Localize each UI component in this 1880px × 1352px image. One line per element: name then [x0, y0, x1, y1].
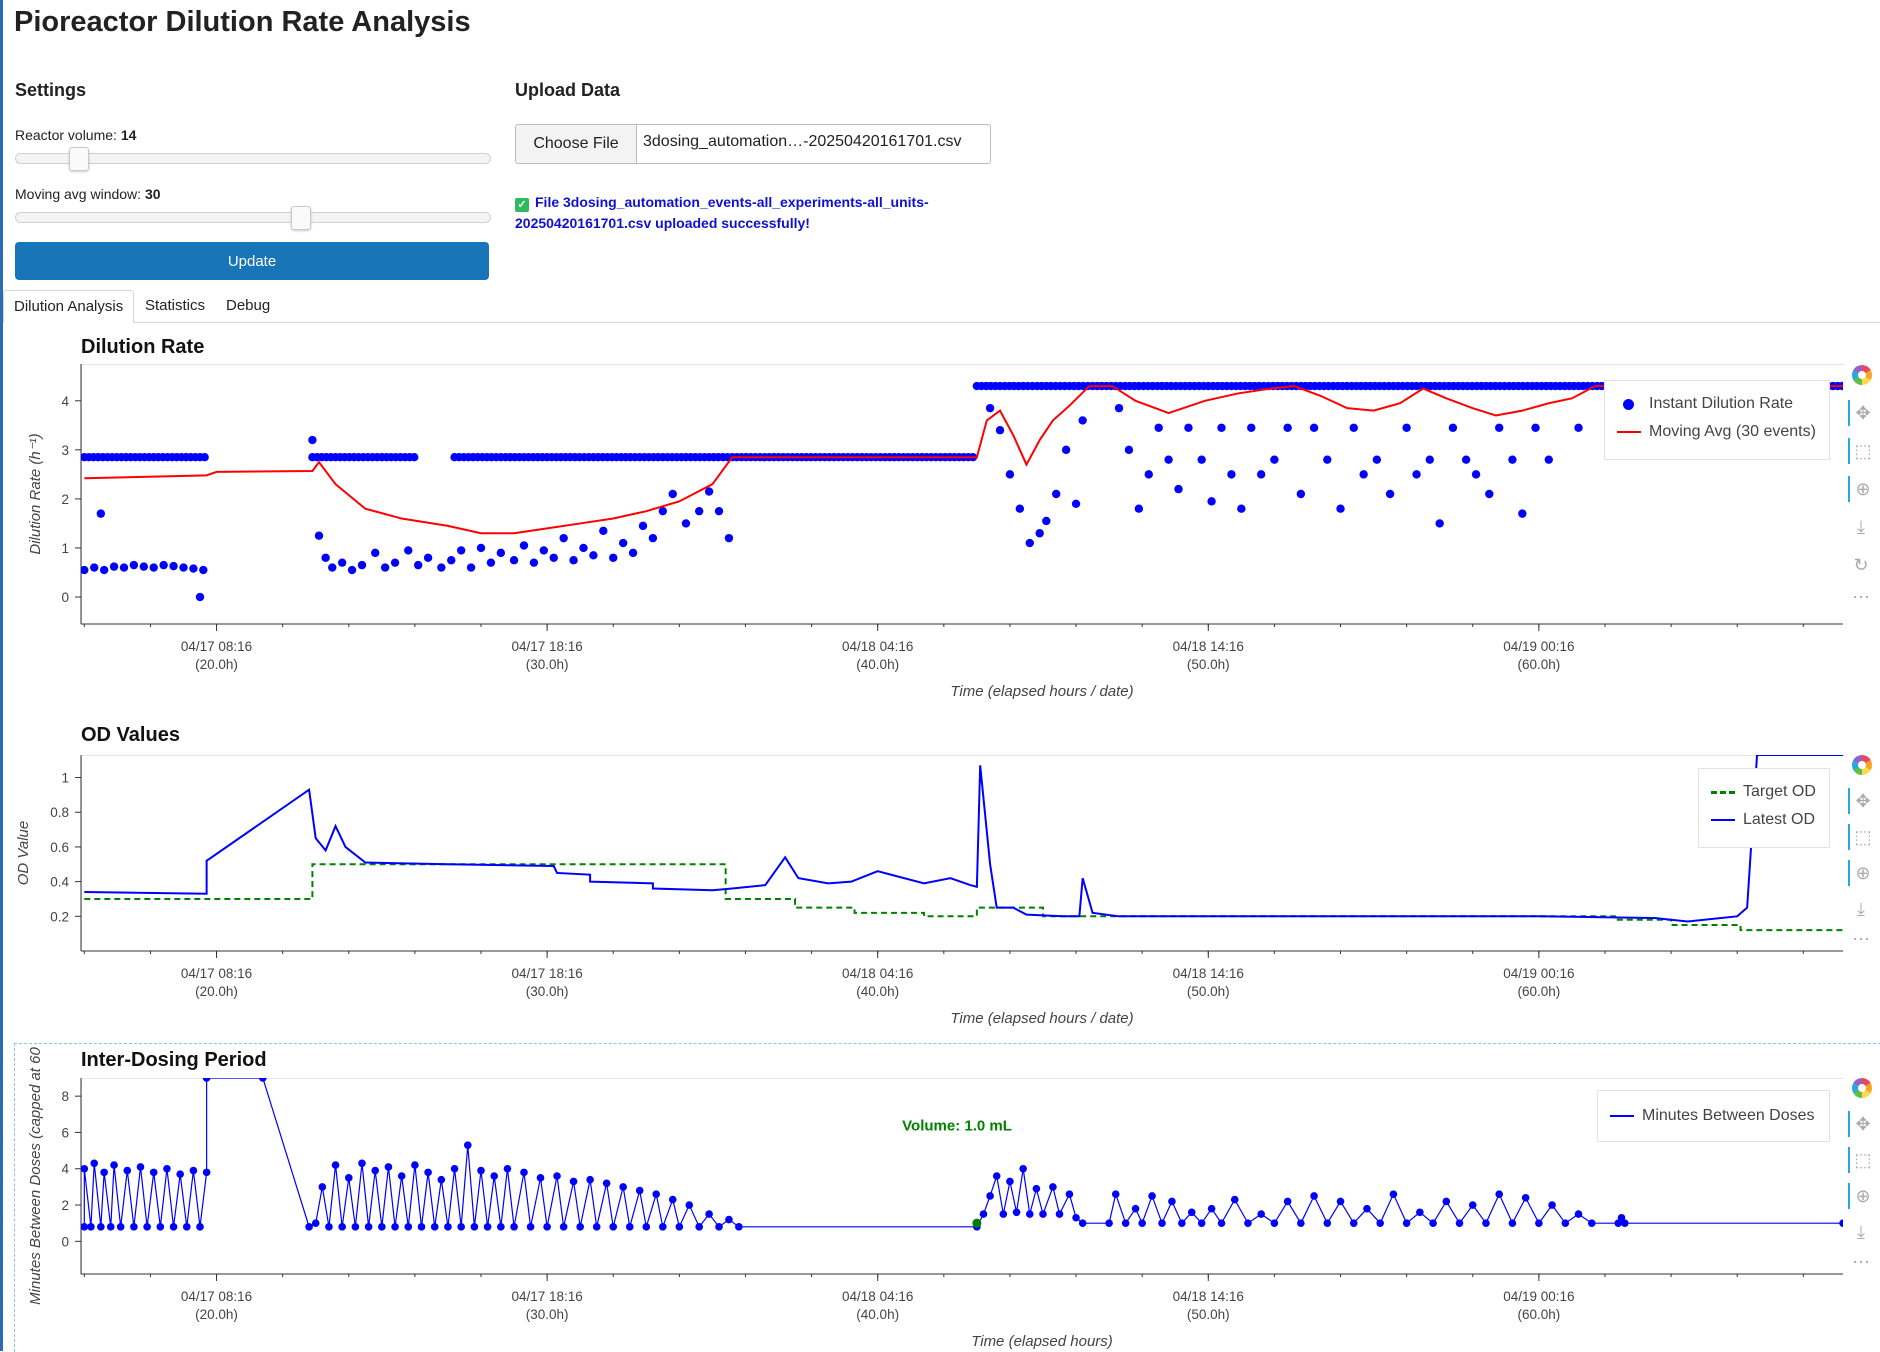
x-tick-label-elapsed: (30.0h): [526, 984, 569, 999]
wheel-zoom-icon[interactable]: ⊕: [1848, 476, 1876, 502]
settings-heading: Settings: [15, 80, 87, 100]
x-tick-label-elapsed: (50.0h): [1187, 657, 1230, 672]
x-tick-label-date: 04/18 14:16: [1173, 966, 1244, 981]
page-title: Pioreactor Dilution Rate Analysis: [14, 6, 471, 38]
tab-statistics[interactable]: Statistics: [145, 297, 206, 314]
wheel-zoom-icon[interactable]: ⊕: [1848, 860, 1876, 886]
x-tick-label-elapsed: (40.0h): [856, 657, 899, 672]
x-tick-label-date: 04/18 04:16: [842, 966, 913, 981]
x-tick-label-date: 04/18 04:16: [842, 639, 913, 654]
od-values-title: OD Values: [81, 724, 180, 746]
more-icon[interactable]: ⋯: [1852, 929, 1870, 949]
y-tick-label: 1: [61, 771, 69, 786]
upload-status-message: ✓ File 3dosing_automation_events-all_expe…: [515, 192, 1015, 234]
od-values-plot-frame: [81, 755, 1844, 952]
y-tick-label: 4: [61, 394, 69, 409]
tab-dilution-analysis[interactable]: Dilution Analysis: [3, 290, 135, 323]
x-tick-label-elapsed: (20.0h): [195, 984, 238, 999]
x-tick-label-elapsed: (20.0h): [195, 657, 238, 672]
y-tick-label: 0.6: [50, 840, 69, 855]
x-tick-label-date: 04/19 00:16: [1503, 639, 1574, 654]
pan-icon[interactable]: ✥: [1848, 400, 1876, 426]
moving-avg-window-slider-handle[interactable]: [291, 206, 312, 230]
x-tick-label-elapsed: (60.0h): [1517, 657, 1560, 672]
reactor-volume-label: Reactor volume: 14: [15, 127, 137, 143]
line-marker-icon: [1711, 819, 1735, 821]
dot-marker-icon: [1623, 399, 1634, 410]
box-zoom-icon[interactable]: ⬚: [1848, 1147, 1876, 1173]
bokeh-logo-icon[interactable]: [1848, 752, 1874, 778]
wheel-zoom-icon[interactable]: ⊕: [1848, 1183, 1876, 1209]
upload-status-text: File 3dosing_automation_events-all_exper…: [515, 194, 929, 231]
dilution-rate-toolbar: ✥ ⬚ ⊕ ⤓ ↻ ⋯: [1848, 362, 1874, 612]
inter-dosing-section: [14, 1043, 1880, 1352]
dashed-line-marker-icon: [1711, 791, 1735, 794]
tab-debug[interactable]: Debug: [226, 297, 271, 314]
dilution-rate-legend: Instant Dilution Rate Moving Avg (30 eve…: [1604, 380, 1830, 460]
dilution-rate-title: Dilution Rate: [81, 336, 205, 358]
window-left-border: [0, 0, 3, 1351]
bokeh-logo-icon[interactable]: [1848, 362, 1874, 388]
check-icon: ✓: [515, 198, 529, 212]
y-tick-label: 0.2: [50, 909, 69, 924]
reactor-volume-value: 14: [120, 127, 137, 143]
x-axis-title: Time (elapsed hours / date): [950, 1010, 1133, 1027]
moving-avg-window-slider[interactable]: [15, 206, 491, 230]
x-tick-label-date: 04/17 08:16: [181, 966, 252, 981]
file-input[interactable]: Choose File 3dosing_automation…-20250420…: [515, 124, 991, 164]
x-axis-title: Time (elapsed hours / date): [950, 683, 1133, 700]
y-tick-label: 0.8: [50, 805, 69, 820]
y-tick-label: 1: [61, 541, 69, 556]
moving-avg-window-value: 30: [144, 186, 161, 202]
line-marker-icon: [1617, 431, 1641, 433]
inter-dosing-toolbar: ✥ ⬚ ⊕ ⤓ ⋯: [1848, 1075, 1874, 1275]
upload-data-heading: Upload Data: [515, 80, 621, 100]
y-tick-label: 2: [61, 492, 69, 507]
inter-dosing-legend: Minutes Between Doses: [1597, 1090, 1830, 1142]
x-tick-label-elapsed: (60.0h): [1517, 984, 1560, 999]
bokeh-logo-icon[interactable]: [1848, 1075, 1874, 1101]
reset-icon[interactable]: ↻: [1853, 555, 1869, 575]
dilution-rate-plot-frame: [81, 364, 1844, 625]
box-zoom-icon[interactable]: ⬚: [1848, 824, 1876, 850]
x-tick-label-elapsed: (40.0h): [856, 984, 899, 999]
y-tick-label: 0: [61, 590, 69, 605]
box-zoom-icon[interactable]: ⬚: [1848, 438, 1876, 464]
od-values-legend: Target OD Latest OD: [1698, 768, 1830, 848]
x-tick-label-elapsed: (30.0h): [526, 657, 569, 672]
y-axis-title: OD Value: [15, 821, 32, 885]
save-icon[interactable]: ⤓: [1857, 1222, 1865, 1242]
x-tick-label-date: 04/17 18:16: [511, 639, 582, 654]
od-values-toolbar: ✥ ⬚ ⊕ ⤓ ⋯: [1848, 752, 1874, 952]
selected-file-name: 3dosing_automation…-20250420161701.csv: [643, 133, 962, 150]
x-tick-label-date: 04/17 18:16: [511, 966, 582, 981]
reactor-volume-slider[interactable]: [15, 147, 491, 171]
more-icon[interactable]: ⋯: [1852, 587, 1870, 607]
tab-bar: Dilution Analysis Statistics Debug: [3, 290, 1880, 323]
save-icon[interactable]: ⤓: [1857, 899, 1865, 919]
line-marker-icon: [1610, 1115, 1634, 1117]
more-icon[interactable]: ⋯: [1852, 1252, 1870, 1272]
x-tick-label-date: 04/17 08:16: [181, 639, 252, 654]
inter-dosing-period-title: Inter-Dosing Period: [81, 1049, 267, 1071]
x-tick-label-elapsed: (50.0h): [1187, 984, 1230, 999]
choose-file-button[interactable]: Choose File: [516, 125, 637, 163]
reactor-volume-slider-handle[interactable]: [68, 147, 89, 171]
y-tick-label: 3: [61, 443, 69, 458]
update-button[interactable]: Update: [15, 242, 489, 280]
pan-icon[interactable]: ✥: [1848, 1111, 1876, 1137]
inter-dosing-plot-frame: [81, 1078, 1844, 1275]
y-axis-title: Dilution Rate (h⁻¹): [27, 433, 44, 554]
pan-icon[interactable]: ✥: [1848, 788, 1876, 814]
x-tick-label-date: 04/19 00:16: [1503, 966, 1574, 981]
moving-avg-window-label: Moving avg window: 30: [15, 186, 161, 202]
save-icon[interactable]: ⤓: [1857, 517, 1865, 537]
x-tick-label-date: 04/18 14:16: [1173, 639, 1244, 654]
y-tick-label: 0.4: [50, 875, 69, 890]
